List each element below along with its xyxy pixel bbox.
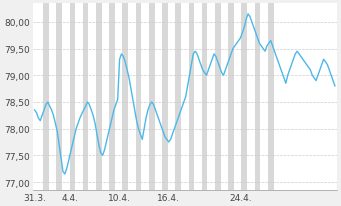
Bar	[241, 4, 247, 190]
Bar	[202, 4, 207, 190]
Bar	[136, 4, 141, 190]
Bar	[268, 4, 273, 190]
Bar	[215, 4, 221, 190]
Bar	[149, 4, 154, 190]
Bar	[228, 4, 234, 190]
Bar	[255, 4, 260, 190]
Bar	[109, 4, 115, 190]
Bar	[175, 4, 181, 190]
Bar	[162, 4, 168, 190]
Bar	[56, 4, 62, 190]
Bar	[96, 4, 102, 190]
Bar	[189, 4, 194, 190]
Bar	[43, 4, 49, 190]
Bar	[83, 4, 88, 190]
Bar	[70, 4, 75, 190]
Bar	[122, 4, 128, 190]
